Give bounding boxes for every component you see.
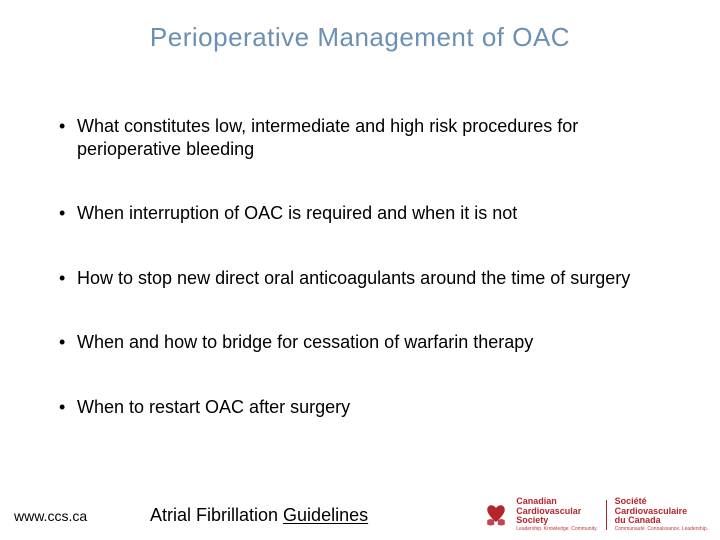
logo-en-line3: Society bbox=[516, 516, 597, 525]
list-item: What constitutes low, intermediate and h… bbox=[55, 115, 680, 160]
footer-subtitle: Atrial Fibrillation Guidelines bbox=[150, 505, 368, 526]
footer-url: www.ccs.ca bbox=[14, 508, 87, 524]
list-item: When interruption of OAC is required and… bbox=[55, 202, 680, 225]
footer: www.ccs.ca Atrial Fibrillation Guideline… bbox=[0, 492, 720, 540]
list-item: When and how to bridge for cessation of … bbox=[55, 331, 680, 354]
logo-fr-line3: du Canada bbox=[615, 516, 708, 525]
bullet-list: What constitutes low, intermediate and h… bbox=[55, 115, 680, 460]
logo-ccs-en: Canadian Cardiovascular Society Leadersh… bbox=[482, 497, 597, 532]
logo-en-tagline: Leadership. Knowledge. Community. bbox=[516, 527, 597, 532]
logo-ccs-fr: Société Cardiovasculaire du Canada Commu… bbox=[615, 497, 708, 532]
footer-subtitle-plain: Atrial Fibrillation bbox=[150, 505, 283, 525]
footer-subtitle-underlined: Guidelines bbox=[283, 505, 368, 525]
list-item: How to stop new direct oral anticoagulan… bbox=[55, 267, 680, 290]
slide: Perioperative Management of OAC What con… bbox=[0, 0, 720, 540]
slide-title: Perioperative Management of OAC bbox=[0, 22, 720, 53]
list-item: When to restart OAC after surgery bbox=[55, 396, 680, 419]
logo-fr-tagline: Communauté. Connaissance. Leadership. bbox=[615, 527, 708, 532]
logo-text-en: Canadian Cardiovascular Society Leadersh… bbox=[516, 497, 597, 532]
footer-logos: Canadian Cardiovascular Society Leadersh… bbox=[482, 497, 708, 532]
logo-divider bbox=[606, 500, 607, 530]
heart-hands-icon bbox=[482, 501, 510, 529]
logo-text-fr: Société Cardiovasculaire du Canada Commu… bbox=[615, 497, 708, 532]
